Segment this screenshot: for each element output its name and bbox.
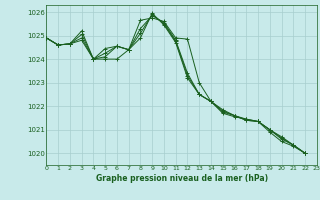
- X-axis label: Graphe pression niveau de la mer (hPa): Graphe pression niveau de la mer (hPa): [96, 174, 268, 183]
